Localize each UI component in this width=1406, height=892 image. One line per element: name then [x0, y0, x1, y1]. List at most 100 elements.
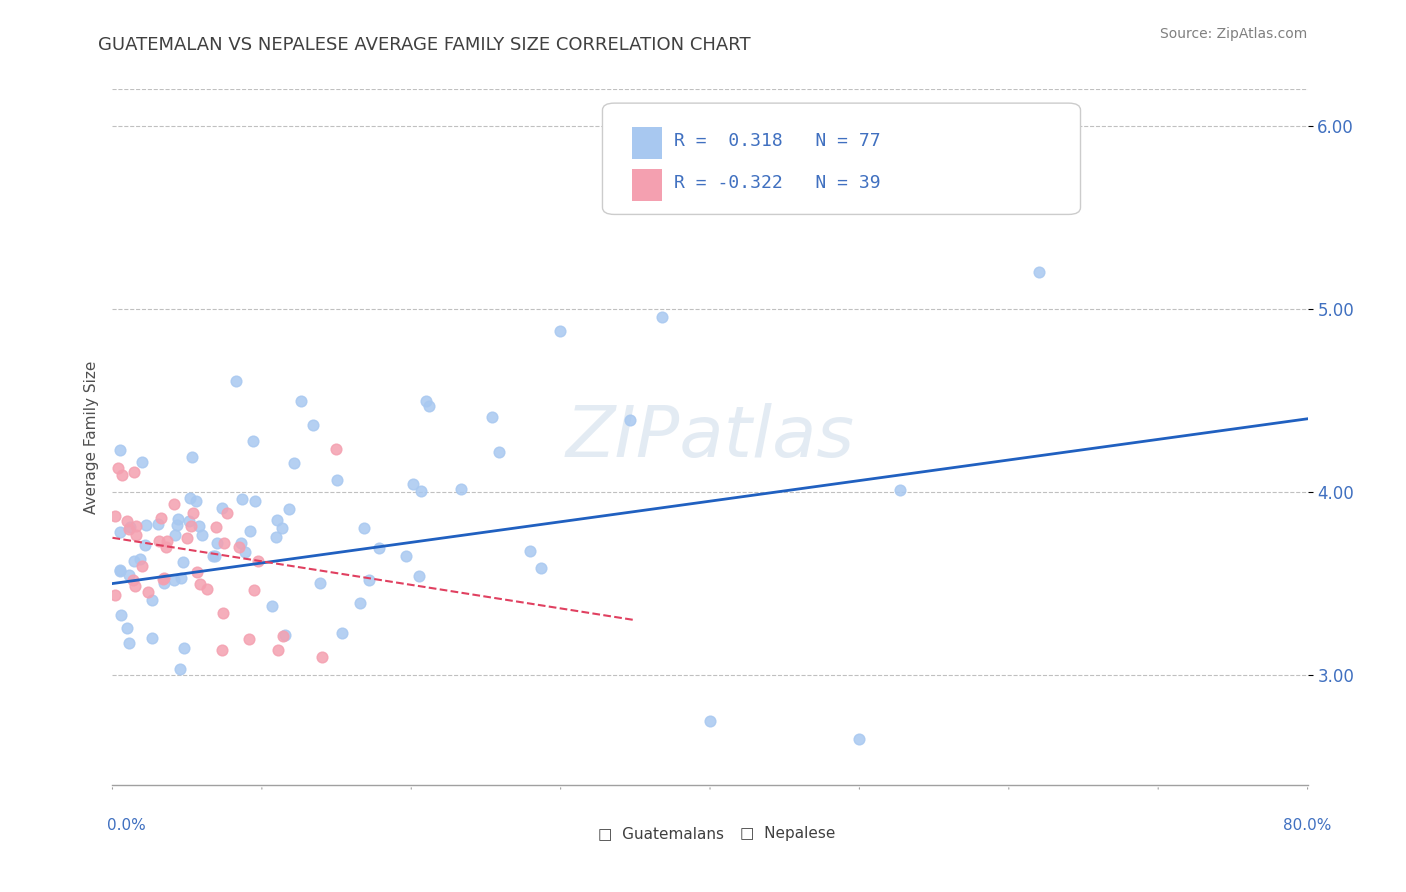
Point — [179, 491, 201, 505]
Point — [274, 628, 297, 642]
Point — [205, 536, 228, 550]
Point — [409, 483, 432, 498]
Point — [111, 467, 134, 482]
Point — [125, 527, 148, 541]
Point — [205, 520, 228, 534]
Point — [1028, 265, 1050, 279]
Point — [122, 573, 145, 587]
Point — [418, 400, 440, 414]
Point — [115, 514, 138, 528]
FancyBboxPatch shape — [603, 103, 1081, 214]
Point — [488, 444, 510, 458]
Point — [195, 582, 218, 596]
Point — [136, 584, 159, 599]
Point — [211, 606, 233, 620]
Point — [395, 549, 418, 564]
Point — [530, 560, 553, 574]
Point — [146, 516, 169, 531]
Point — [267, 643, 290, 657]
Point — [163, 497, 186, 511]
Point — [110, 608, 132, 623]
Point — [239, 524, 262, 538]
Point — [325, 442, 347, 456]
Text: GUATEMALAN VS NEPALESE AVERAGE FAMILY SIZE CORRELATION CHART: GUATEMALAN VS NEPALESE AVERAGE FAMILY SI… — [98, 36, 751, 54]
Point — [125, 518, 148, 533]
Point — [415, 394, 437, 409]
Point — [141, 631, 163, 645]
Point — [353, 521, 375, 535]
Point — [186, 494, 208, 508]
Point — [118, 636, 141, 650]
Point — [228, 540, 250, 554]
Point — [180, 450, 202, 465]
Point — [156, 533, 179, 548]
Point — [233, 545, 256, 559]
Text: ZIPatlas: ZIPatlas — [565, 402, 855, 472]
Point — [110, 563, 132, 577]
Point — [368, 541, 391, 555]
Point — [225, 374, 247, 388]
Point — [283, 456, 305, 470]
Point — [349, 596, 371, 610]
Point — [124, 465, 146, 479]
Point — [131, 558, 153, 573]
Point — [450, 482, 472, 496]
FancyBboxPatch shape — [633, 169, 662, 201]
Point — [108, 443, 131, 458]
Point — [172, 555, 194, 569]
Point — [181, 506, 204, 520]
Point — [247, 554, 270, 568]
Point — [117, 522, 139, 536]
Point — [148, 534, 170, 549]
Point — [211, 643, 233, 657]
Point — [266, 513, 288, 527]
Point — [150, 510, 173, 524]
Point — [271, 629, 294, 643]
Point — [118, 568, 141, 582]
Point — [152, 573, 174, 587]
Point — [243, 494, 266, 508]
Point — [153, 571, 176, 585]
Point — [165, 528, 187, 542]
Text: 0.0%: 0.0% — [107, 818, 146, 832]
Point — [311, 649, 333, 664]
Point — [330, 626, 353, 640]
Point — [238, 632, 260, 647]
Point — [277, 501, 299, 516]
FancyBboxPatch shape — [633, 128, 662, 159]
Point — [308, 576, 330, 591]
Point — [124, 578, 146, 592]
Point — [889, 483, 911, 497]
Text: R = -0.322   N = 39: R = -0.322 N = 39 — [675, 174, 880, 192]
Point — [202, 549, 225, 564]
Point — [122, 553, 145, 567]
Point — [153, 576, 176, 591]
Point — [231, 536, 253, 550]
Point — [402, 476, 425, 491]
Point — [211, 501, 233, 516]
Point — [651, 310, 673, 324]
Point — [215, 507, 238, 521]
Point — [243, 583, 266, 598]
Point — [326, 473, 349, 487]
Text: Source: ZipAtlas.com: Source: ZipAtlas.com — [1160, 27, 1308, 41]
Point — [231, 492, 253, 507]
Point — [408, 568, 430, 582]
Point — [170, 571, 193, 585]
Text: □  Guatemalans: □ Guatemalans — [598, 827, 724, 841]
Point — [699, 714, 721, 728]
Point — [619, 413, 641, 427]
Point — [262, 599, 284, 614]
Point — [290, 393, 312, 408]
Point — [131, 454, 153, 468]
Text: 80.0%: 80.0% — [1284, 818, 1331, 832]
Point — [180, 519, 202, 533]
Point — [135, 518, 157, 533]
Point — [848, 732, 870, 747]
Point — [176, 531, 198, 545]
Point — [120, 519, 142, 533]
Point — [108, 564, 131, 578]
Point — [173, 641, 195, 656]
Point — [104, 508, 127, 523]
Point — [264, 530, 287, 544]
